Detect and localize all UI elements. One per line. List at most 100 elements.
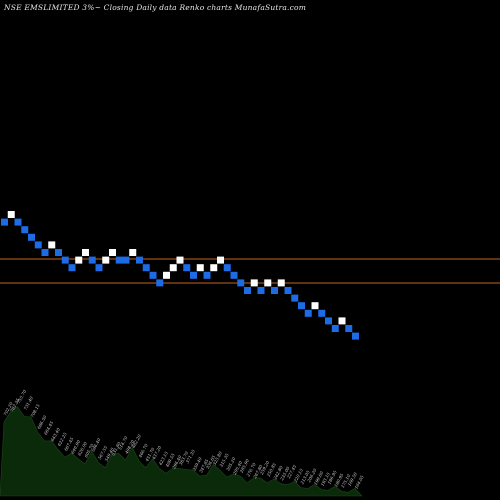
price-label: 336.65 [205,454,216,470]
volume-area [0,406,363,497]
renko-brick [325,317,332,325]
renko-brick [277,279,285,287]
renko-brick [55,249,62,256]
price-label: 664.45 [43,420,54,436]
renko-brick [210,264,218,272]
volume-area-fill [0,406,363,497]
renko-brick [48,241,56,249]
price-label: 213.05 [299,469,311,485]
price-label: 227.45 [285,464,297,480]
renko-brick [95,264,103,272]
renko-brick [21,226,29,234]
price-label: 250.85 [265,462,277,478]
price-label: 702.20 [2,401,13,417]
chart-title: NSE EMSLIMITED 3%~ Closing Daily data Re… [4,3,307,12]
price-label: 305.20 [225,456,236,472]
renko-brick [7,211,15,218]
renko-brick [284,287,292,294]
renko-brick [156,279,164,287]
renko-brick [311,302,319,310]
price-label: 531.80 [110,441,121,457]
price-label: 220.15 [292,467,304,483]
renko-brick [82,249,89,256]
renko-brick [102,256,110,264]
price-label: 622.25 [56,431,67,447]
renko-brick [75,256,83,264]
renko-brick [61,256,69,264]
renko-brick [264,279,272,287]
price-label: 605.70 [83,443,94,459]
price-label: 169.50 [347,471,358,487]
renko-brick [237,279,245,287]
renko-brick [244,287,251,294]
renko-brick [115,256,123,264]
price-label: 267.80 [252,464,264,480]
renko-brick [291,294,299,302]
renko-brick [28,233,35,241]
price-label: 175.10 [340,473,351,489]
renko-brick [142,264,150,272]
renko-brick [196,264,204,272]
renko-brick [304,309,312,317]
price-label: 371.35 [185,448,196,464]
renko-brick [183,264,191,272]
price-label: 482.20 [130,433,142,449]
price-label: 295.40 [231,460,243,476]
price-label: 383.70 [178,450,189,466]
price-label: 686.50 [36,414,47,430]
renko-brick [68,264,76,272]
resistance-lines [0,258,500,284]
renko-brick [250,279,258,287]
renko-brick [88,256,96,264]
renko-brick [1,218,8,226]
renko-brick [257,287,265,294]
price-label: 646.90 [70,439,81,455]
price-label: 193.15 [320,471,331,487]
price-label: 259.20 [258,460,270,476]
price-label: 643.40 [50,427,61,443]
price-label: 782.25 [9,397,20,413]
renko-brick [338,317,346,325]
renko-brick [109,249,116,256]
price-label: 409.55 [164,452,176,468]
price-label: 276.70 [245,462,257,478]
price-label: 235.00 [279,466,291,482]
price-label: 708.15 [29,403,40,419]
renko-bricks [1,211,359,340]
price-label: 586.40 [90,437,101,453]
price-label: 731.40 [23,395,34,411]
renko-brick [34,241,42,249]
price-label: 347.85 [198,458,209,474]
price-label: 437.20 [150,445,162,461]
price-label: 667.45 [63,436,74,452]
renko-brick [176,256,184,264]
price-label: 626.00 [77,441,88,457]
renko-brick [331,325,339,332]
renko-brick [271,287,278,294]
price-label: 498.20 [123,439,135,455]
renko-brick [136,256,143,264]
price-label: 549.40 [104,447,115,463]
renko-brick [41,249,49,256]
renko-brick [129,249,137,256]
renko-brick [230,271,238,279]
price-label: 567.55 [97,445,108,461]
price-label: 199.60 [313,470,324,486]
renko-brick [149,271,157,279]
price-label: 206.20 [306,467,318,483]
price-label: 186.95 [326,469,337,485]
price-label: 359.40 [191,456,202,472]
price-label: 164.05 [353,474,364,490]
price-label: 423.15 [157,450,169,466]
renko-brick [203,271,211,279]
renko-brick [352,332,359,340]
renko-brick [190,271,197,279]
renko-brick [169,264,177,272]
renko-brick [217,256,224,264]
price-label: 325.80 [212,450,223,466]
renko-brick [122,256,130,264]
price-label: 315.35 [218,452,229,468]
price-label: 180.95 [333,472,344,488]
price-label: 396.40 [171,454,182,470]
price-label: 514.70 [117,435,128,451]
